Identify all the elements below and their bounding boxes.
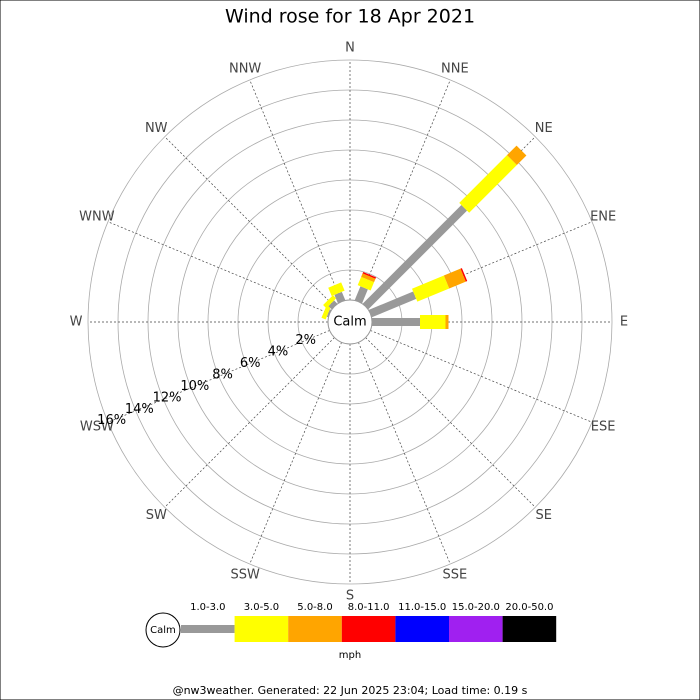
legend-label: 5.0-8.0: [297, 602, 332, 613]
wind-bar: [328, 282, 345, 297]
direction-label: S: [346, 589, 354, 604]
wind-bar: [334, 291, 346, 304]
legend-label: 1.0-3.0: [190, 602, 225, 613]
legend-calm-label: Calm: [150, 625, 176, 636]
ring-label: 8%: [212, 367, 233, 382]
legend-swatch: [288, 616, 342, 642]
legend-label: 20.0-50.0: [505, 602, 553, 613]
legend-label: 8.0-11.0: [348, 602, 390, 613]
wind-bar: [362, 271, 377, 279]
legend-calm: [145, 612, 181, 648]
direction-label: ESE: [591, 419, 616, 434]
ring-label: 4%: [268, 344, 289, 359]
direction-label: W: [70, 315, 83, 330]
spoke: [358, 342, 451, 565]
legend-swatch: [234, 616, 289, 642]
wind-bar: [411, 275, 450, 302]
direction-label: ENE: [590, 210, 616, 225]
direction-label: E: [620, 315, 628, 330]
spoke: [107, 221, 330, 314]
spoke: [164, 136, 335, 307]
units-label: mph: [339, 650, 361, 661]
legend-label: 3.0-5.0: [244, 602, 279, 613]
footer: @nw3weather. Generated: 22 Jun 2025 23:0…: [173, 684, 528, 697]
spoke: [358, 79, 451, 302]
legend-swatch: [341, 616, 396, 642]
wind-bar: [368, 291, 417, 318]
chart-title: Wind rose for 18 Apr 2021: [225, 6, 475, 28]
direction-label: NE: [535, 121, 553, 136]
ring: [87, 59, 613, 585]
wind-bar: [328, 300, 338, 310]
direction-label: WNW: [79, 210, 115, 225]
spoke: [164, 337, 335, 508]
direction-label: SE: [536, 508, 552, 523]
legend-label: 11.0-15.0: [398, 602, 446, 613]
spoke: [249, 79, 342, 302]
legend-swatch: [502, 616, 557, 642]
ring-label: 2%: [295, 333, 316, 348]
ring-label: 14%: [125, 402, 154, 417]
ring-label: 6%: [240, 356, 261, 371]
ring-label: 12%: [153, 390, 182, 405]
wind-bar: [323, 295, 337, 309]
direction-label: NW: [145, 121, 168, 136]
wind-bar: [443, 268, 466, 289]
wind-bar: [354, 286, 368, 304]
direction-label: WSW: [80, 419, 114, 434]
direction-label: NNE: [441, 61, 469, 76]
wind-bar: [506, 145, 527, 166]
ring-label: 10%: [180, 379, 209, 394]
calm-label: Calm: [333, 315, 366, 330]
wind-bar: [361, 273, 376, 283]
direction-label: N: [345, 41, 355, 56]
wind-bar: [362, 204, 468, 310]
legend-label: 15.0-20.0: [452, 602, 500, 613]
legend-swatch: [181, 625, 235, 633]
direction-label: SSE: [442, 568, 467, 583]
legend-swatch: [449, 616, 503, 642]
wind-bar: [321, 304, 331, 320]
direction-label: SSW: [230, 568, 260, 583]
wind-bar: [357, 276, 375, 291]
legend-swatch: [395, 616, 449, 642]
spoke: [365, 337, 536, 508]
calm-circle: [327, 299, 373, 345]
direction-label: NNW: [229, 61, 261, 76]
wind-bar: [459, 155, 517, 213]
direction-label: SW: [146, 508, 167, 523]
wind-bar: [460, 268, 468, 282]
spoke: [107, 330, 330, 423]
ring-label: 16%: [97, 413, 126, 428]
spoke: [249, 342, 342, 565]
spoke: [370, 330, 593, 423]
